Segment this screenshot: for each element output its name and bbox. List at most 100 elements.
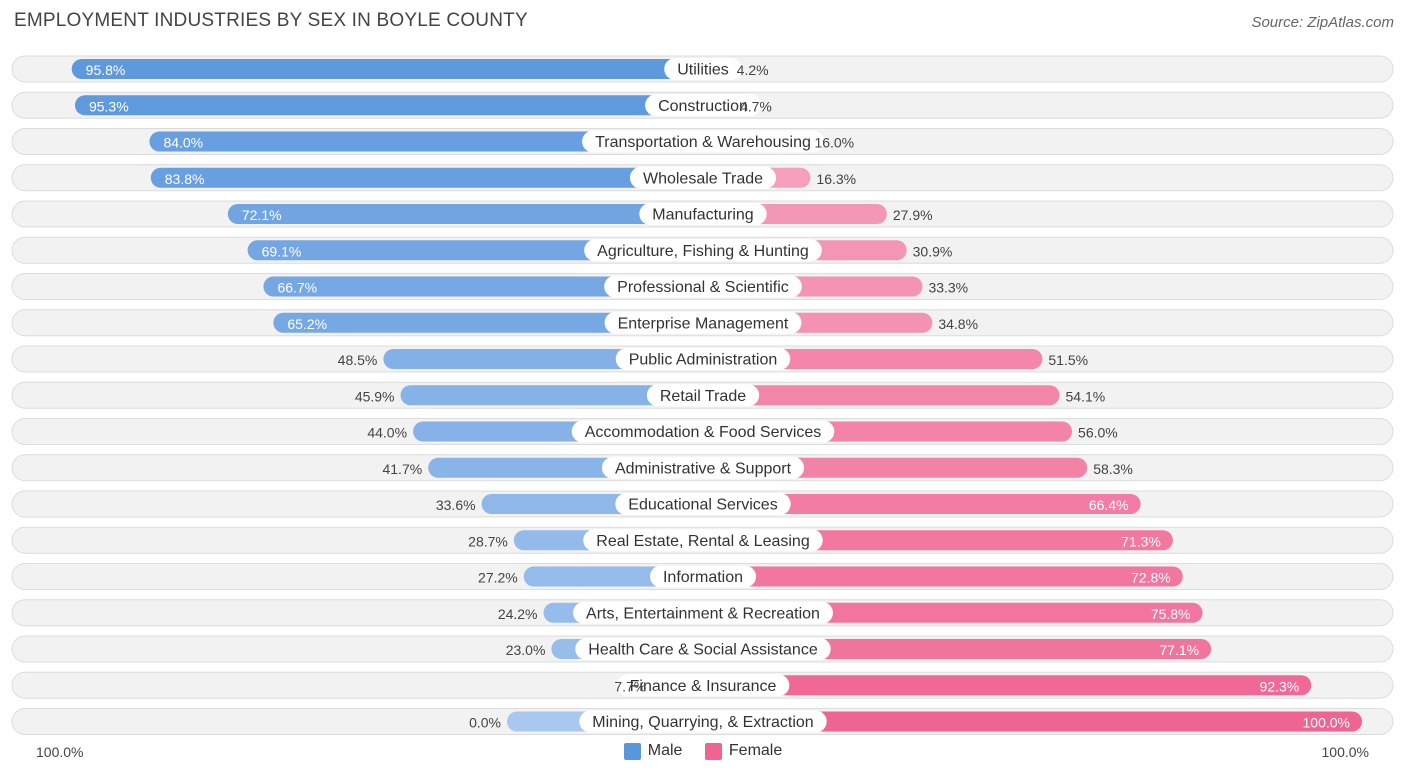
bar-female: [703, 639, 1212, 659]
row-manufacturing: Manufacturing 72.1% 27.9%: [11, 200, 1394, 228]
bar-male: [273, 312, 703, 333]
axis-left-label: 100.0%: [36, 744, 84, 760]
female-value-label: 4.7%: [740, 98, 772, 114]
category-label: Information: [663, 569, 743, 586]
bar-male: [150, 167, 703, 188]
legend-male-swatch: [623, 742, 641, 760]
male-value-label: 33.6%: [436, 497, 476, 513]
legend-female: Female: [704, 742, 783, 760]
category-label-box: [615, 348, 791, 370]
male-value-label: 72.1%: [242, 207, 282, 223]
female-value-label: 16.0%: [814, 135, 854, 151]
row-enterprise-management: Enterprise Management 65.2% 34.8%: [11, 309, 1394, 337]
male-value-label: 95.3%: [89, 98, 129, 114]
category-label: Transportation & Warehousing: [595, 134, 811, 151]
category-label-box: [629, 166, 777, 189]
female-value-label: 33.3%: [928, 280, 968, 296]
category-label-box: [583, 529, 823, 552]
row-health-care-social-assistance: Health Care & Social Assistance 23.0% 77.1…: [11, 635, 1394, 663]
female-value-label: 92.3%: [1260, 678, 1300, 694]
category-label-box: [571, 420, 835, 443]
axis-right-label: 100.0%: [1321, 744, 1369, 760]
male-value-label: 27.2%: [478, 570, 518, 586]
row-administrative-support: Administrative & Support 41.7% 58.3%: [11, 454, 1394, 482]
category-label-box: [601, 456, 805, 479]
female-value-label: 30.9%: [913, 243, 953, 259]
row-public-administration: Public Administration 48.5% 51.5%: [11, 345, 1394, 373]
category-label: Wholesale Trade: [643, 170, 763, 187]
male-value-label: 41.7%: [382, 461, 422, 477]
row-wholesale-trade: Wholesale Trade 83.8% 16.3%: [11, 164, 1394, 192]
row-transportation-warehousing: Transportation & Warehousing 84.0% 16.0%: [11, 128, 1394, 155]
female-value-label: 77.1%: [1159, 642, 1199, 658]
category-label: Arts, Entertainment & Recreation: [586, 605, 820, 622]
category-label: Public Administration: [629, 352, 778, 369]
category-label: Retail Trade: [660, 388, 746, 405]
male-value-label: 66.7%: [277, 280, 317, 296]
bar-female: [703, 385, 1060, 406]
bar-female: [703, 675, 1312, 696]
female-value-label: 100.0%: [1303, 715, 1350, 731]
row-utilities: Utilities 95.8% 4.2%: [11, 55, 1394, 83]
category-label-box: [615, 493, 791, 515]
female-value-label: 56.0%: [1078, 425, 1118, 441]
category-label: Professional & Scientific: [617, 279, 789, 296]
legend-female-label: Female: [728, 742, 783, 759]
category-label-box: [579, 710, 827, 733]
category-label-box: [604, 275, 802, 298]
category-label: Real Estate, Rental & Leasing: [596, 533, 809, 550]
category-label: Enterprise Management: [618, 315, 789, 332]
category-label-box: [649, 565, 757, 588]
row-educational-services: Educational Services 33.6% 66.4%: [11, 490, 1394, 518]
legend-female-swatch: [704, 742, 722, 760]
bar-male: [263, 276, 703, 297]
bar-female: [703, 566, 1183, 587]
category-label: Construction: [658, 98, 748, 115]
category-label: Mining, Quarrying, & Extraction: [592, 714, 813, 731]
legend-male-label: Male: [647, 742, 683, 759]
category-label-box: [604, 311, 802, 334]
row-arts-entertainment-recreation: Arts, Entertainment & Recreation 24.2% 75.…: [11, 599, 1394, 627]
female-value-label: 4.2%: [737, 62, 769, 78]
row-information: Information 27.2% 72.8%: [11, 563, 1394, 590]
male-value-label: 24.2%: [498, 606, 538, 622]
category-label-box: [573, 601, 833, 624]
category-label-box: [575, 638, 831, 660]
category-label-box: [664, 58, 742, 80]
male-value-label: 84.0%: [163, 135, 203, 151]
male-value-label: 69.1%: [262, 243, 302, 259]
male-value-label: 65.2%: [287, 316, 327, 332]
category-label: Health Care & Social Assistance: [588, 642, 818, 659]
bar-female: [703, 494, 1141, 514]
category-label-box: [582, 130, 824, 153]
row-real-estate-rental-leasing: Real Estate, Rental & Leasing 28.7% 71.3%: [11, 526, 1394, 554]
female-value-label: 34.8%: [938, 316, 978, 332]
male-value-label: 0.0%: [469, 715, 501, 731]
category-label: Manufacturing: [652, 207, 753, 224]
male-value-label: 7.7%: [614, 678, 646, 694]
category-label-box: [639, 203, 767, 225]
row-mining-quarrying-extraction: Mining, Quarrying, & Extraction 0.0% 100.0…: [11, 708, 1394, 735]
female-value-label: 72.8%: [1131, 570, 1171, 586]
category-label: Educational Services: [628, 497, 777, 514]
female-value-label: 51.5%: [1048, 352, 1088, 368]
male-value-label: 23.0%: [506, 642, 546, 658]
bar-male: [149, 131, 703, 152]
bar-male: [74, 95, 703, 116]
category-label-box: [645, 94, 761, 117]
male-value-label: 45.9%: [355, 388, 395, 404]
bar-male: [400, 385, 703, 406]
row-accommodation-food-services: Accommodation & Food Services 44.0% 56.0%: [11, 418, 1394, 445]
category-label-box: [584, 239, 822, 262]
row-retail-trade: Retail Trade 45.9% 54.1%: [11, 381, 1394, 409]
category-label: Agriculture, Fishing & Hunting: [597, 243, 809, 260]
male-value-label: 83.8%: [165, 171, 205, 187]
source-credit: Source: ZipAtlas.com: [1251, 14, 1394, 31]
category-label: Accommodation & Food Services: [585, 424, 822, 441]
male-value-label: 28.7%: [468, 533, 508, 549]
chart-title: EMPLOYMENT INDUSTRIES BY SEX IN BOYLE CO…: [14, 10, 528, 31]
row-agriculture-fishing-hunting: Agriculture, Fishing & Hunting 69.1% 30.9%: [11, 236, 1394, 264]
female-value-label: 16.3%: [816, 171, 856, 187]
bar-male: [227, 204, 703, 224]
